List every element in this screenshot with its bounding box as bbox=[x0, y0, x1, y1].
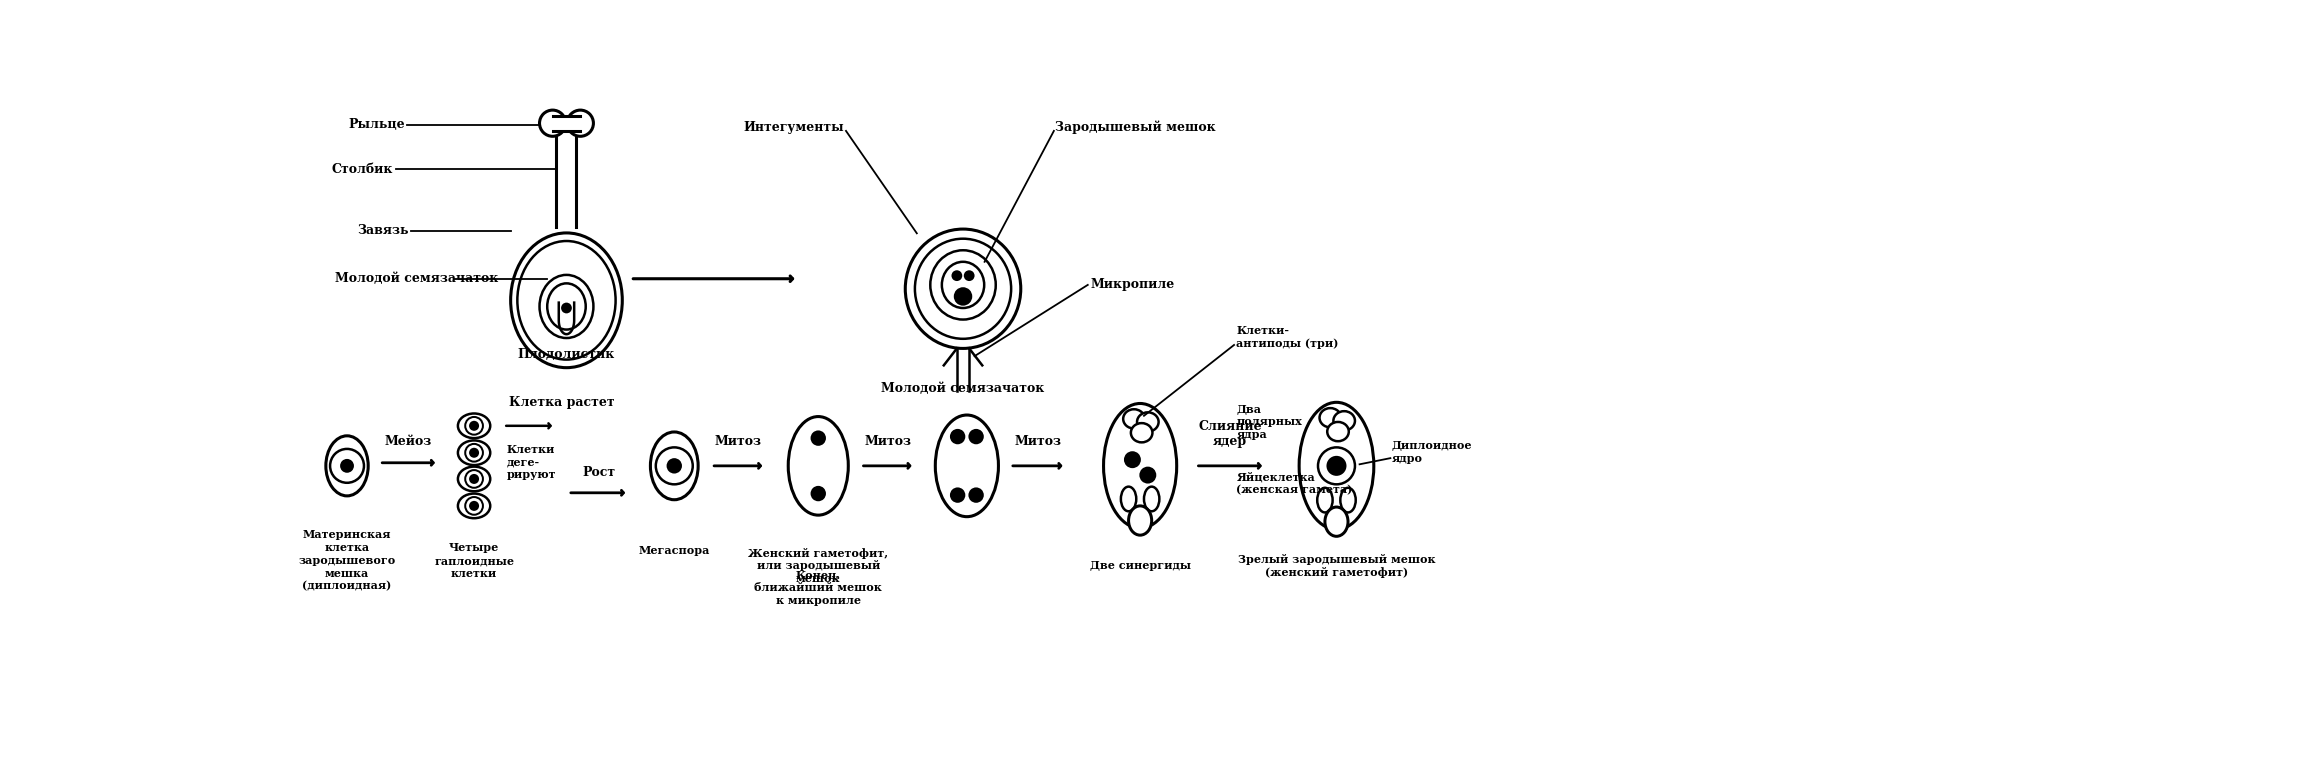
Text: Конец.
ближайший мешок
к микропиле: Конец. ближайший мешок к микропиле bbox=[754, 569, 883, 606]
Ellipse shape bbox=[1320, 408, 1340, 427]
Text: Микропиле: Микропиле bbox=[1090, 279, 1175, 291]
Ellipse shape bbox=[458, 413, 490, 438]
Ellipse shape bbox=[651, 432, 699, 500]
Ellipse shape bbox=[458, 494, 490, 518]
Circle shape bbox=[469, 420, 478, 431]
Circle shape bbox=[812, 486, 825, 501]
Text: Молодой семязачаток: Молодой семязачаток bbox=[336, 273, 499, 285]
Circle shape bbox=[1124, 451, 1140, 468]
Ellipse shape bbox=[458, 467, 490, 491]
Ellipse shape bbox=[1124, 410, 1145, 428]
Ellipse shape bbox=[915, 239, 1012, 339]
Ellipse shape bbox=[1104, 403, 1177, 528]
Ellipse shape bbox=[1327, 422, 1350, 441]
Ellipse shape bbox=[936, 415, 998, 517]
Text: Клетка растет: Клетка растет bbox=[508, 397, 614, 409]
Text: Яйцеклетка
(женская гамета): Яйцеклетка (женская гамета) bbox=[1237, 472, 1352, 495]
Text: Зародышевый мешок: Зародышевый мешок bbox=[1055, 120, 1216, 134]
Circle shape bbox=[968, 429, 984, 444]
Text: Молодой семязачаток: Молодой семязачаток bbox=[881, 383, 1044, 395]
Text: Две синергиды: Две синергиды bbox=[1090, 561, 1191, 571]
Text: Два
полярных
ядра: Два полярных ядра bbox=[1237, 403, 1301, 440]
Text: Столбик: Столбик bbox=[331, 163, 393, 176]
Ellipse shape bbox=[1129, 506, 1152, 535]
Ellipse shape bbox=[517, 241, 616, 360]
Ellipse shape bbox=[547, 283, 586, 330]
Text: Митоз: Митоз bbox=[1014, 435, 1062, 447]
Text: Рост: Рост bbox=[582, 466, 616, 478]
Text: Плодолистик: Плодолистик bbox=[517, 348, 616, 360]
Ellipse shape bbox=[540, 275, 593, 338]
Text: Клетки-
антиподы (три): Клетки- антиподы (три) bbox=[1237, 326, 1338, 349]
Ellipse shape bbox=[1131, 424, 1152, 442]
Circle shape bbox=[340, 459, 354, 473]
Text: Зрелый зародышевый мешок
(женский гаметофит): Зрелый зародышевый мешок (женский гамето… bbox=[1237, 554, 1435, 578]
Circle shape bbox=[1140, 467, 1156, 484]
Text: Материнская
клетка
зародышевого
мешка
(диплоидная): Материнская клетка зародышевого мешка (д… bbox=[299, 530, 395, 591]
Circle shape bbox=[949, 487, 966, 503]
Circle shape bbox=[968, 487, 984, 503]
Text: Диплоидное
ядро: Диплоидное ядро bbox=[1391, 440, 1471, 464]
Text: Четыре
гаплоидные
клетки: Четыре гаплоидные клетки bbox=[435, 542, 515, 579]
Circle shape bbox=[812, 430, 825, 446]
Circle shape bbox=[1327, 456, 1347, 476]
Circle shape bbox=[949, 429, 966, 444]
Ellipse shape bbox=[510, 233, 623, 368]
Circle shape bbox=[667, 458, 683, 474]
Ellipse shape bbox=[789, 417, 848, 515]
Circle shape bbox=[469, 474, 478, 484]
Text: Мейоз: Мейоз bbox=[384, 435, 432, 447]
Ellipse shape bbox=[1122, 487, 1136, 511]
Circle shape bbox=[469, 448, 478, 457]
Ellipse shape bbox=[1324, 507, 1347, 536]
Circle shape bbox=[561, 303, 572, 313]
Text: Интегументы: Интегументы bbox=[743, 121, 844, 133]
Ellipse shape bbox=[1145, 487, 1159, 511]
Ellipse shape bbox=[943, 262, 984, 308]
Ellipse shape bbox=[1333, 411, 1354, 430]
Ellipse shape bbox=[1340, 488, 1356, 513]
Ellipse shape bbox=[931, 250, 995, 320]
Circle shape bbox=[952, 270, 963, 281]
Ellipse shape bbox=[1299, 403, 1375, 530]
Circle shape bbox=[954, 287, 972, 306]
Ellipse shape bbox=[1138, 413, 1159, 431]
Text: Слияние
ядер: Слияние ядер bbox=[1198, 420, 1262, 447]
Text: Рыльце: Рыльце bbox=[347, 119, 405, 131]
Text: Митоз: Митоз bbox=[864, 435, 910, 447]
Circle shape bbox=[540, 110, 566, 136]
Ellipse shape bbox=[906, 229, 1021, 348]
Text: Клетки
деге-
рируют: Клетки деге- рируют bbox=[506, 444, 556, 480]
Text: Женский гаметофит,
или зародышевый
мешок: Женский гаметофит, или зародышевый мешок bbox=[747, 547, 887, 584]
Circle shape bbox=[963, 270, 975, 281]
Text: Завязь: Завязь bbox=[356, 225, 409, 237]
Ellipse shape bbox=[1317, 488, 1333, 513]
Text: Мегаспора: Мегаспора bbox=[639, 545, 710, 556]
Circle shape bbox=[568, 110, 593, 136]
Circle shape bbox=[469, 500, 478, 511]
Ellipse shape bbox=[458, 440, 490, 465]
Text: Митоз: Митоз bbox=[715, 435, 761, 447]
Ellipse shape bbox=[326, 436, 368, 496]
